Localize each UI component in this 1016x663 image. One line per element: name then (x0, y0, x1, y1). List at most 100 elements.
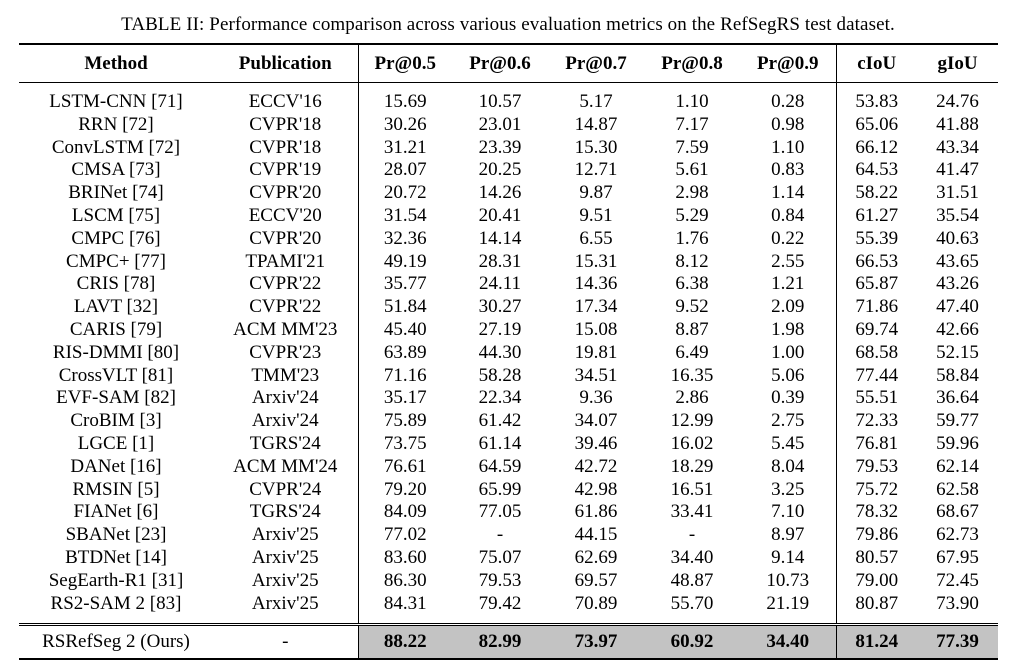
cell-publication: CVPR'19 (249, 159, 322, 181)
cell-giou: 52.15 (936, 341, 979, 363)
ours-cell-method: RSRefSeg 2 (Ours) (19, 623, 213, 661)
table-row: LSCM [75] ECCV'20 31.54 20.41 9.51 5.29 0.84 61… (19, 204, 998, 228)
table-body: LSTM-CNN [71] ECCV'16 15.69 10.57 5.17 1.10 0.… (19, 82, 998, 625)
cell-pr-0-6: 79.42 (478, 592, 522, 614)
cell-pr-0-9: 1.21 (771, 273, 805, 295)
cell-method: LSCM [75] (71, 204, 161, 226)
cell-pr-0-7: 39.46 (574, 432, 618, 454)
cell-method: CroBIM [3] (70, 410, 162, 432)
cell-pr-0-8: 7.59 (675, 136, 709, 158)
cell-method: FIANet [6] (73, 501, 159, 523)
ours-cell-pr-0-6: 82.99 (452, 623, 548, 661)
cell-pr-0-5: 31.54 (357, 204, 452, 228)
cell-pr-0-9: 1.98 (771, 318, 805, 340)
header-method: Method (19, 43, 213, 83)
cell-ciou: 71.86 (835, 296, 917, 319)
cell-pr-0-7: 69.57 (574, 569, 618, 591)
cell-pr-0-7: 9.51 (579, 204, 613, 226)
cell-giou: 43.34 (936, 136, 979, 158)
cell-pr-0-7: 12.71 (574, 159, 618, 181)
cell-publication: Arxiv'24 (251, 410, 319, 432)
cell-pr-0-5: 86.30 (357, 569, 452, 593)
cell-pr-0-7: 61.86 (574, 501, 618, 523)
cell-pr-0-8: 12.99 (670, 410, 714, 432)
cell-pr-0-5: 79.20 (357, 478, 452, 502)
cell-giou: 47.40 (936, 296, 979, 318)
cell-ciou: 66.12 (835, 136, 917, 160)
header-pr-0-6: Pr@0.6 (452, 43, 548, 83)
cell-pr-0-7: 14.36 (574, 273, 618, 295)
cell-pr-0-8: 33.41 (670, 501, 714, 523)
cell-pr-0-5: 73.75 (357, 432, 452, 456)
cell-pr-0-8: 48.87 (670, 569, 714, 591)
header-publication: Publication (213, 43, 358, 83)
cell-giou: 36.64 (936, 387, 979, 409)
cell-publication: TGRS'24 (249, 501, 321, 523)
cell-pr-0-6: 44.30 (478, 341, 522, 363)
cell-pr-0-7: 42.72 (574, 455, 618, 477)
table-row: RMSIN [5] CVPR'24 79.20 65.99 42.98 16.51 3.25… (19, 478, 998, 502)
cell-ciou: 55.51 (835, 387, 917, 411)
cell-publication: CVPR'20 (249, 227, 322, 249)
table-row: CrossVLT [81] TMM'23 71.16 58.28 34.51 16.35 5… (19, 364, 998, 388)
cell-method: RIS-DMMI [80] (52, 341, 180, 363)
cell-pr-0-8: 6.49 (675, 341, 709, 363)
cell-pr-0-9: 3.25 (771, 478, 805, 500)
cell-publication: Arxiv'24 (251, 387, 319, 409)
cell-publication: ECCV'16 (248, 91, 322, 112)
cell-ciou: 80.57 (835, 546, 917, 570)
cell-pr-0-9: 9.14 (771, 546, 805, 568)
cell-method: CMPC+ [77] (66, 250, 166, 272)
cell-pr-0-7: 70.89 (574, 592, 618, 614)
cell-pr-0-9: 8.04 (771, 455, 805, 477)
cell-ciou: 58.22 (835, 182, 917, 205)
cell-pr-0-5: 15.69 (357, 82, 452, 114)
cell-publication: CVPR'18 (249, 136, 322, 158)
cell-method: SBANet [23] (65, 524, 167, 546)
cell-publication: ECCV'20 (248, 204, 322, 226)
cell-publication: TMM'23 (251, 364, 320, 386)
cell-ciou: 66.53 (835, 250, 917, 274)
cell-giou: 31.51 (936, 182, 979, 204)
cell-pr-0-7: 42.98 (574, 478, 618, 500)
cell-pr-0-8: 2.98 (675, 182, 709, 204)
cell-pr-0-9: 2.09 (771, 296, 805, 318)
cell-giou: 41.47 (936, 159, 979, 181)
cell-pr-0-6: 58.28 (478, 364, 522, 386)
cell-pr-0-7: 34.51 (574, 364, 618, 386)
cell-pr-0-8: 2.86 (675, 387, 709, 409)
header-ciou: cIoU (835, 43, 917, 83)
cell-pr-0-9: 21.19 (766, 592, 810, 614)
cell-giou: 35.54 (936, 204, 979, 226)
cell-ciou: 53.83 (835, 82, 917, 114)
cell-pr-0-9: 1.10 (771, 136, 805, 158)
cell-pr-0-6: 27.19 (478, 318, 522, 340)
cell-publication: Arxiv'25 (251, 569, 319, 591)
cell-pr-0-9: 10.73 (766, 569, 810, 591)
cell-ciou: 64.53 (835, 159, 917, 183)
cell-pr-0-8: 9.52 (675, 296, 709, 318)
cell-pr-0-9: 1.00 (771, 341, 805, 363)
cell-pr-0-8: 18.29 (670, 455, 714, 477)
table-row: SBANet [23] Arxiv'25 77.02 - 44.15 - 8.97 79.86… (19, 524, 998, 547)
cell-publication: TPAMI'21 (245, 250, 326, 272)
cell-pr-0-6: 20.25 (478, 159, 522, 181)
cell-pr-0-7: 15.31 (574, 250, 618, 272)
cell-pr-0-5: 31.21 (357, 136, 452, 160)
table-row: CMPC+ [77] TPAMI'21 49.19 28.31 15.31 8.12 2.5… (19, 250, 998, 274)
table-row: LGCE [1] TGRS'24 73.75 61.14 39.46 16.02 5.45 7… (19, 432, 998, 456)
cell-publication: CVPR'22 (249, 273, 322, 295)
cell-ciou: 65.06 (835, 113, 917, 137)
cell-giou: 59.77 (936, 410, 979, 432)
cell-giou: 43.26 (936, 273, 979, 295)
cell-pr-0-5: 49.19 (357, 250, 452, 274)
cell-method: BRINet [74] (68, 182, 164, 204)
table-row: RS2-SAM 2 [83] Arxiv'25 84.31 79.42 70.89 55.… (19, 592, 998, 625)
cell-pr-0-7: 34.07 (574, 410, 618, 432)
cell-pr-0-6: 24.11 (478, 273, 522, 295)
cell-method: CARIS [79] (69, 318, 163, 340)
cell-pr-0-5: 32.36 (357, 227, 452, 251)
cell-pr-0-5: 30.26 (357, 113, 452, 137)
results-table: Method Publication Pr@0.5 Pr@0.6 Pr@0.7 Pr@0.… (19, 43, 998, 661)
cell-pr-0-6: 30.27 (478, 296, 522, 318)
